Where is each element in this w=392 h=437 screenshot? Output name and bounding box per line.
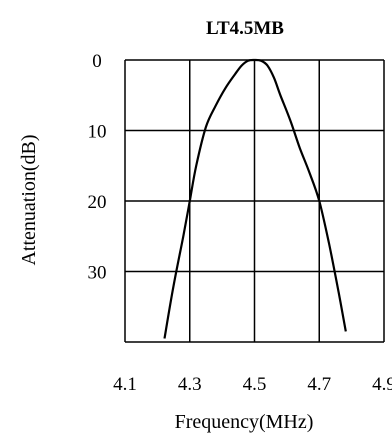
y-axis-label: Attenuation(dB) bbox=[18, 134, 40, 265]
x-tick-label: 4.5 bbox=[243, 374, 267, 395]
y-tick-label: 0 bbox=[92, 51, 102, 72]
x-tick-label: 4.1 bbox=[113, 374, 137, 395]
y-tick-labels: 0 10 20 30 bbox=[88, 51, 107, 284]
chart-title: LT4.5MB bbox=[206, 18, 284, 39]
plot-area bbox=[163, 58, 347, 339]
y-tick-label: 20 bbox=[88, 192, 107, 213]
y-tick-label: 10 bbox=[88, 122, 107, 143]
x-tick-label: 4.3 bbox=[178, 374, 202, 395]
x-tick-label: 4.7 bbox=[307, 374, 331, 395]
x-axis-label: Frequency(MHz) bbox=[175, 411, 314, 433]
series-line bbox=[163, 58, 347, 339]
x-tick-labels: 4.1 4.3 4.5 4.7 4.9 bbox=[113, 374, 392, 395]
grid bbox=[124, 59, 385, 343]
y-tick-label: 30 bbox=[88, 263, 107, 284]
x-tick-label: 4.9 bbox=[372, 374, 392, 395]
